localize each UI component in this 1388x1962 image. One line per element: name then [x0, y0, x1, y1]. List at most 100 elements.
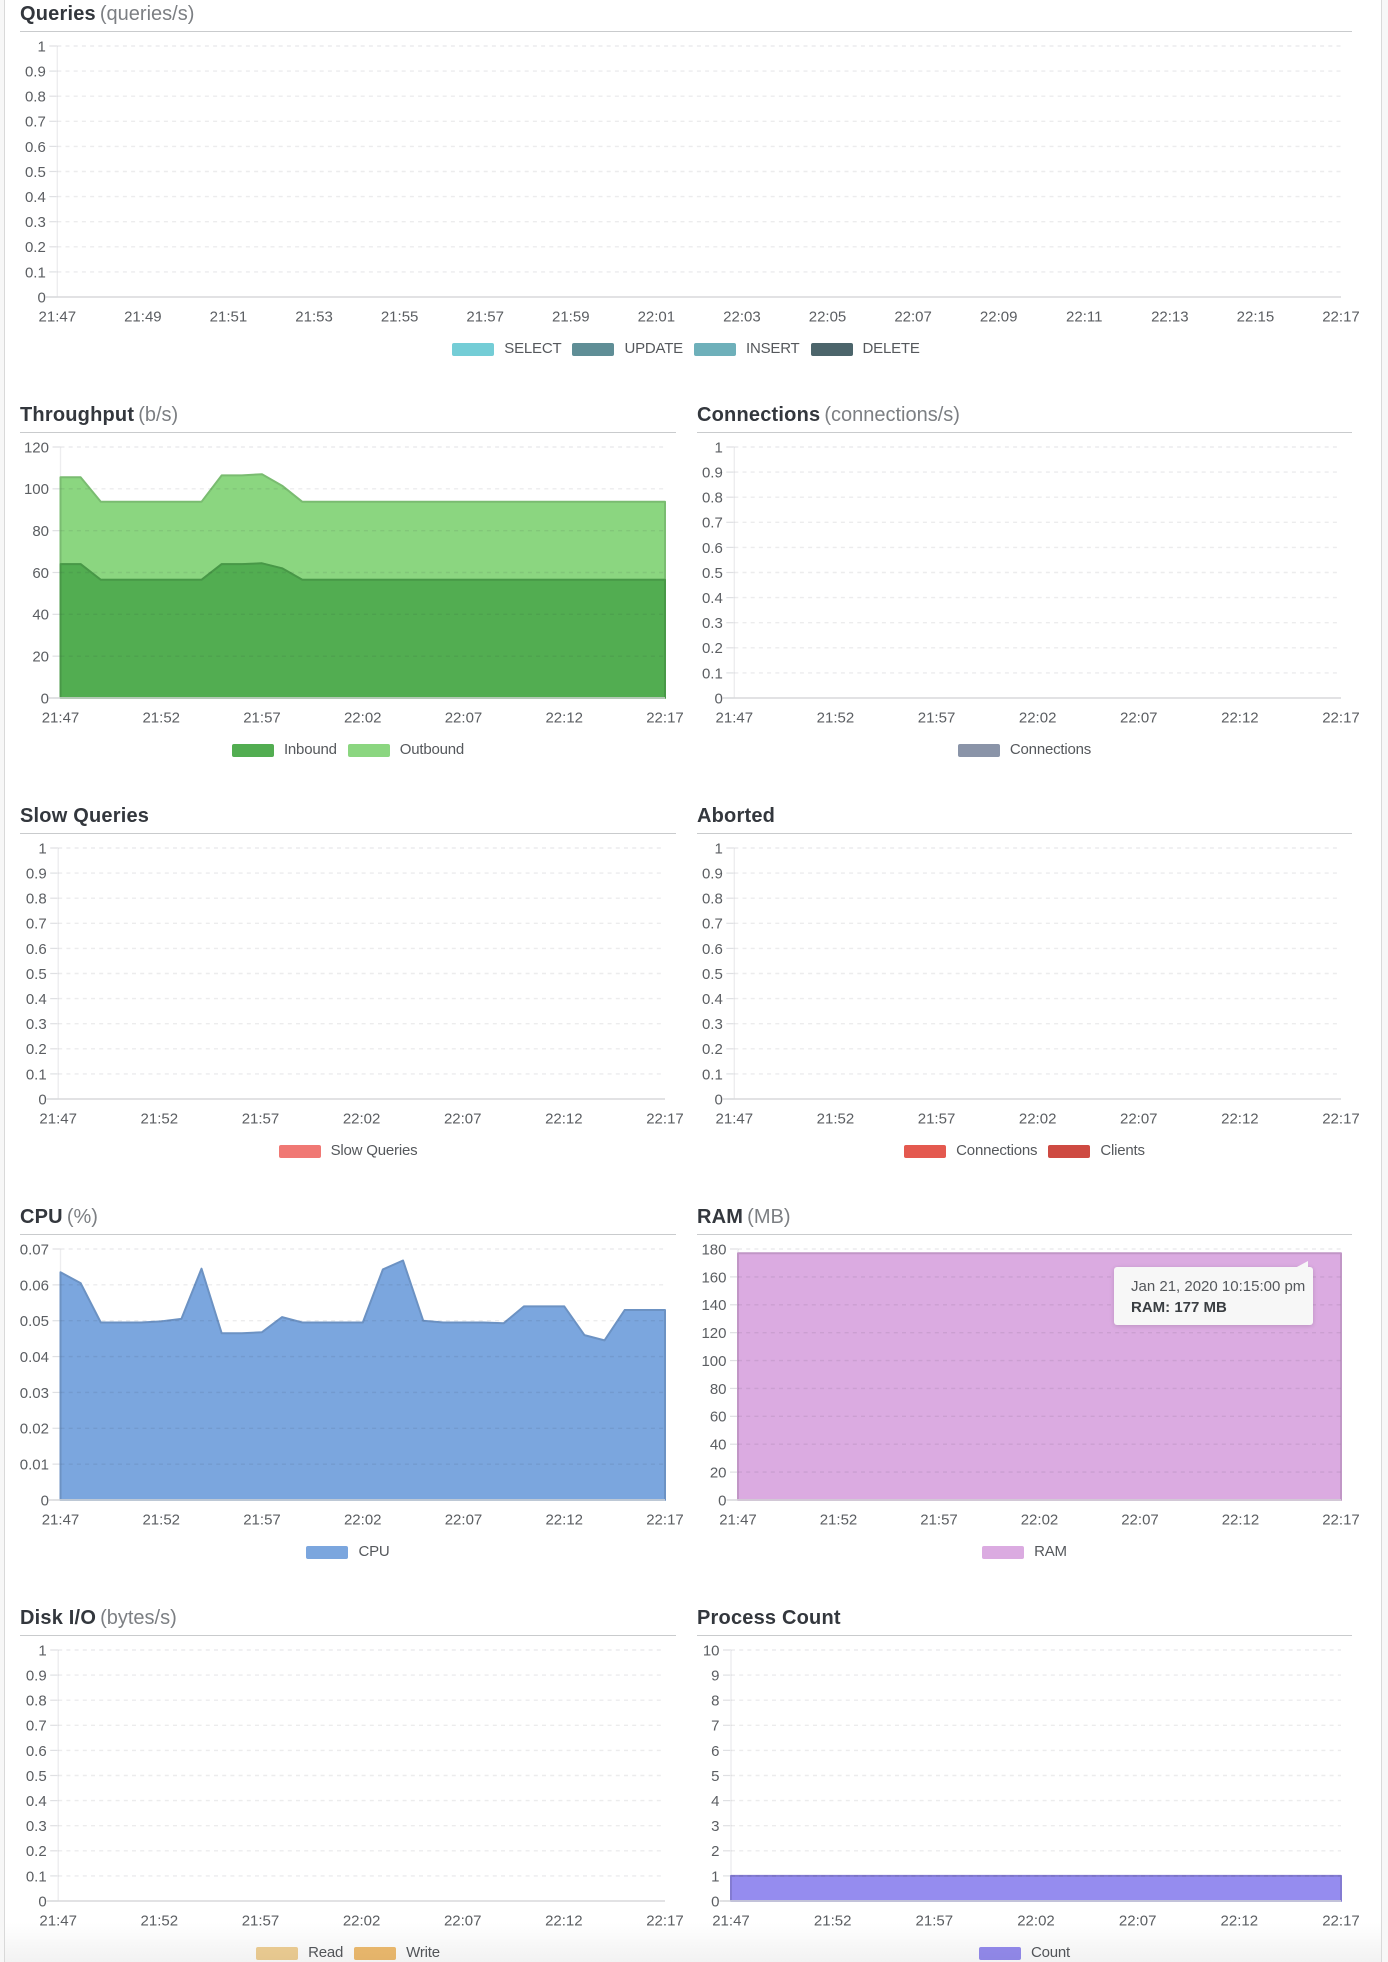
svg-text:0.4: 0.4 — [702, 590, 723, 607]
svg-text:0.5: 0.5 — [25, 164, 46, 181]
legend-swatch — [572, 342, 615, 356]
legend-item[interactable]: INSERT — [693, 341, 800, 357]
legend-item[interactable]: Slow Queries — [278, 1143, 418, 1159]
svg-text:22:17: 22:17 — [646, 1913, 684, 1930]
legend-item[interactable]: Connections — [957, 742, 1091, 758]
svg-text:21:47: 21:47 — [42, 710, 80, 727]
tooltip-value: RAM: 177 MB — [1131, 1299, 1227, 1316]
svg-text:22:17: 22:17 — [1322, 1913, 1360, 1930]
legend-item[interactable]: RAM — [982, 1544, 1067, 1560]
svg-text:21:57: 21:57 — [916, 1913, 954, 1930]
chart-subtitle: (%) — [66, 1206, 98, 1228]
chart-title-text: Slow Queries — [20, 805, 150, 827]
svg-text:21:52: 21:52 — [142, 1512, 180, 1529]
svg-text:0.8: 0.8 — [26, 891, 47, 908]
svg-text:21:57: 21:57 — [243, 710, 281, 727]
svg-text:21:47: 21:47 — [39, 1913, 77, 1930]
slow-queries-plot-area[interactable]: 1 0.9 0.8 0.7 0.6 0.5 0.4 0.3 0.2 0.1 0 21:47 21:52 2… — [20, 836, 684, 1136]
svg-text:0.6: 0.6 — [702, 941, 723, 958]
svg-text:0.5: 0.5 — [702, 565, 723, 582]
svg-text:22:13: 22:13 — [1151, 309, 1189, 326]
svg-text:22:12: 22:12 — [1221, 1913, 1259, 1930]
svg-text:0.3: 0.3 — [26, 1016, 47, 1033]
svg-text:21:59: 21:59 — [552, 309, 590, 326]
legend-item[interactable]: CPU — [306, 1544, 390, 1560]
svg-text:22:12: 22:12 — [545, 1512, 583, 1529]
svg-text:0.7: 0.7 — [26, 1718, 47, 1735]
svg-text:120: 120 — [701, 1325, 726, 1342]
svg-text:21:52: 21:52 — [817, 1111, 855, 1128]
legend-swatch — [904, 1144, 947, 1158]
legend-item[interactable]: Inbound — [231, 742, 337, 758]
chart-process-count: Process Count 10 9 8 7 6 5 4 3 2 1 0 21:47 21:52 21:5… — [697, 1607, 1360, 1962]
svg-text:21:47: 21:47 — [712, 1913, 750, 1930]
svg-text:0.04: 0.04 — [20, 1349, 49, 1366]
legend-item[interactable]: Count — [978, 1945, 1070, 1961]
svg-text:22:07: 22:07 — [1119, 1913, 1157, 1930]
svg-text:0.9: 0.9 — [702, 866, 723, 883]
svg-text:0.3: 0.3 — [25, 214, 46, 231]
legend-label: UPDATE — [624, 340, 683, 357]
svg-text:21:52: 21:52 — [141, 1111, 179, 1128]
chart-slow-queries: Slow Queries 1 0.9 0.8 0.7 0.6 0.5 0.4 0.3 0.2 0.… — [20, 805, 684, 1160]
svg-text:6: 6 — [711, 1743, 719, 1760]
legend-swatch — [278, 1144, 321, 1158]
svg-text:0.4: 0.4 — [26, 991, 47, 1008]
svg-text:22:07: 22:07 — [444, 1111, 482, 1128]
svg-text:21:47: 21:47 — [719, 1512, 757, 1529]
svg-text:22:07: 22:07 — [1120, 1111, 1158, 1128]
legend-item[interactable]: Read — [256, 1945, 343, 1961]
svg-text:80: 80 — [710, 1381, 727, 1398]
legend-swatch — [693, 342, 736, 356]
svg-text:0.2: 0.2 — [25, 239, 46, 256]
chart-title: CPU (%) — [20, 1204, 98, 1230]
legend-swatch — [978, 1946, 1021, 1960]
svg-text:0.7: 0.7 — [702, 515, 723, 532]
title-divider — [20, 1635, 676, 1636]
svg-text:0.1: 0.1 — [25, 264, 46, 281]
svg-text:22:07: 22:07 — [894, 309, 932, 326]
chart-title: Disk I/O (bytes/s) — [20, 1605, 177, 1631]
tooltip-timestamp: Jan 21, 2020 10:15:00 pm — [1131, 1278, 1306, 1295]
chart-title: Connections (connections/s) — [697, 402, 960, 428]
svg-text:21:57: 21:57 — [243, 1512, 281, 1529]
chart-title-text: Throughput — [20, 404, 135, 426]
legend-item[interactable]: Outbound — [347, 742, 464, 758]
legend-item[interactable]: Connections — [904, 1143, 1038, 1159]
svg-text:22:01: 22:01 — [638, 309, 676, 326]
svg-text:22:02: 22:02 — [1019, 1111, 1057, 1128]
svg-text:22:02: 22:02 — [1017, 1913, 1055, 1930]
queries-plot-area[interactable]: 1 0.9 0.8 0.7 0.6 0.5 0.4 0.3 0.2 0.1 0 21:47 21:49 2… — [20, 34, 1360, 334]
throughput-plot-area[interactable]: 120 100 80 60 40 20 0 21:47 21:52 21:57 22:02 22:07… — [20, 435, 684, 735]
aborted-plot-area[interactable]: 1 0.9 0.8 0.7 0.6 0.5 0.4 0.3 0.2 0.1 0 21:47 21:52 2… — [697, 836, 1360, 1136]
legend-item[interactable]: SELECT — [452, 341, 562, 357]
legend-item[interactable]: DELETE — [810, 341, 920, 357]
svg-text:0: 0 — [38, 1893, 46, 1910]
svg-text:22:12: 22:12 — [545, 1111, 583, 1128]
svg-text:0.02: 0.02 — [20, 1421, 49, 1438]
cpu-plot-area[interactable]: 0.07 0.06 0.05 0.04 0.03 0.02 0.01 0 21:47 21:52 2… — [20, 1237, 684, 1537]
svg-text:21:47: 21:47 — [39, 1111, 77, 1128]
svg-text:22:02: 22:02 — [1019, 710, 1057, 727]
svg-text:21:47: 21:47 — [39, 309, 77, 326]
legend-label: Write — [406, 1944, 440, 1961]
chart-title: Throughput (b/s) — [20, 402, 178, 428]
chart-title-text: Aborted — [697, 805, 776, 827]
chart-cpu: CPU (%) 0.07 0.06 0.05 0.04 0.03 0.02 0.01 0 21:4… — [20, 1206, 684, 1561]
legend-swatch — [810, 342, 853, 356]
legend-swatch — [1048, 1144, 1091, 1158]
legend-item[interactable]: Clients — [1048, 1142, 1145, 1159]
svg-text:21:49: 21:49 — [124, 309, 162, 326]
chart-queries: Queries (queries/s) 1 0.9 0.8 0.7 0.6 0.5 0.4 0.… — [20, 3, 1360, 358]
svg-text:9: 9 — [711, 1668, 719, 1685]
legend-label: Clients — [1100, 1142, 1145, 1159]
legend-item[interactable]: UPDATE — [572, 341, 683, 357]
svg-text:0.07: 0.07 — [20, 1241, 49, 1258]
disk-io-plot-area[interactable]: 1 0.9 0.8 0.7 0.6 0.5 0.4 0.3 0.2 0.1 0 21:47 21:52 2… — [20, 1638, 684, 1938]
connections-plot-area[interactable]: 1 0.9 0.8 0.7 0.6 0.5 0.4 0.3 0.2 0.1 0 21:47 21:52 2… — [697, 435, 1360, 735]
legend-item[interactable]: Write — [354, 1945, 440, 1961]
svg-text:21:57: 21:57 — [918, 1111, 956, 1128]
svg-text:8: 8 — [711, 1693, 719, 1710]
svg-text:0.9: 0.9 — [25, 64, 46, 81]
